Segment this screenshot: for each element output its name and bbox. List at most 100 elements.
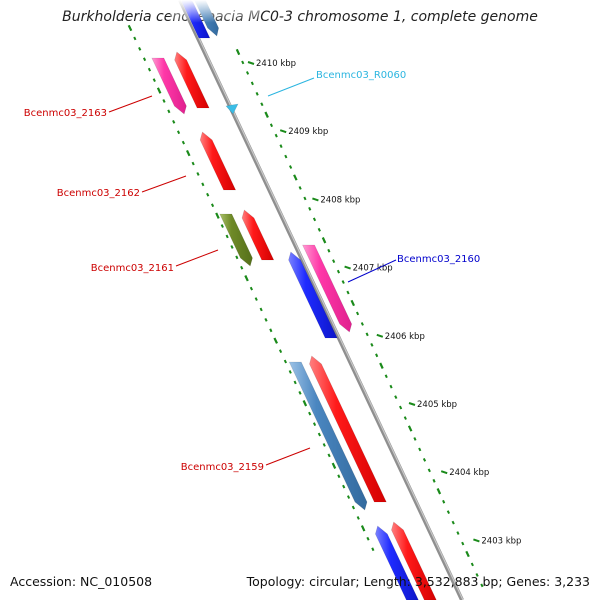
tick-mark [375,353,379,358]
steelblue-feature-2159-adjacent[interactable] [288,361,368,511]
tick-mark [210,203,215,208]
tick-mark [398,405,403,410]
scale-tick [408,402,416,406]
bottom-blue-feature[interactable] [375,525,419,600]
tick-mark [167,109,171,114]
tick-mark [317,432,322,437]
scale-label: 2407 kbp [353,264,393,274]
callout-line-r0060 [267,77,315,97]
bcenmc03-2161-feature[interactable] [219,213,253,267]
red-feature-2161-adjacent[interactable] [241,209,275,261]
tick-mark [254,297,258,301]
tick-mark [337,474,341,479]
tick-mark [220,224,224,228]
tick-mark [298,186,302,190]
tick-mark [371,547,375,552]
tick-mark [336,269,341,274]
tick-mark [470,562,474,567]
tick-mark [288,165,293,169]
gene-label-r0060[interactable]: Bcenmc03_R0060 [316,70,406,81]
tick-mark [350,299,355,307]
tick-mark [355,311,360,316]
tick-mark [293,380,297,385]
genome-backbone [178,0,464,600]
scale-tick [440,470,448,475]
scale-label: 2406 kbp [385,332,425,342]
tick-mark [241,60,245,65]
tick-mark [394,395,398,400]
tick-mark [274,133,278,138]
tick-mark [283,359,288,364]
red-feature-2163-adjacent[interactable] [174,51,210,109]
gene-label-2161[interactable]: Bcenmc03_2161 [91,263,174,274]
tick-mark [181,140,186,145]
tick-mark [206,192,210,197]
callout-line-2162 [141,175,187,193]
gene-label-2159[interactable]: Bcenmc03_2159 [181,462,264,473]
tick-mark [215,212,220,219]
tick-mark [201,182,205,187]
tick-mark [303,196,307,201]
tick-mark [341,280,345,284]
tick-mark [370,342,374,347]
scale-tick [312,197,319,202]
gene-label-2160[interactable]: Bcenmc03_2160 [397,254,480,265]
scale-label: 2408 kbp [320,195,360,205]
bcenmc03-2159-feature[interactable] [309,355,387,503]
gene-label-2162[interactable]: Bcenmc03_2162 [57,188,140,199]
tick-mark [366,536,370,541]
tick-mark [413,437,417,441]
tick-mark [293,174,298,181]
scale-label: 2403 kbp [481,536,521,546]
bcenmc03-2160-feature[interactable] [302,244,353,333]
tick-mark [346,495,351,499]
gene-label-2163[interactable]: Bcenmc03_2163 [24,108,107,119]
tick-mark [451,520,455,525]
tick-mark [244,275,249,282]
bottom-red-feature[interactable] [391,521,437,600]
tick-mark [465,550,470,558]
genome-backbone-highlight [180,0,464,600]
tick-mark [365,332,369,337]
tick-mark [446,510,451,515]
bcenmc03-2163-feature[interactable] [151,57,187,115]
tick-mark [249,286,254,291]
tick-mark [196,172,200,176]
scale-labels: 2410 kbp 2409 kbp 2408 kbp 2407 kbp 2406 kbp… [247,59,521,546]
tick-mark [152,78,156,83]
tick-mark [186,149,191,157]
tick-mark [147,67,152,72]
tick-mark [312,422,317,427]
scale-label: 2405 kbp [417,400,457,410]
tick-mark [176,130,181,135]
tick-mark [389,384,393,389]
callout-line-2160 [347,259,397,283]
tick-mark [142,57,147,62]
tick-mark [172,119,176,124]
tick-mark [278,349,283,354]
tick-mark [360,525,366,532]
tick-mark [138,46,142,51]
tick-mark [269,123,274,128]
blue-feature-2160-adjacent[interactable] [288,251,338,339]
tick-mark [259,307,263,312]
tick-mark [331,462,337,469]
tick-mark [436,488,442,495]
scale-label: 2410 kbp [256,59,296,69]
tick-mark [384,374,388,379]
tick-mark [162,99,166,103]
scale-tick [344,265,351,270]
tick-mark [461,541,465,546]
tick-mark [432,478,436,483]
tick-mark [156,87,162,94]
bcenmc03-2162-feature[interactable] [199,131,237,191]
tick-mark [342,484,346,489]
tick-mark [269,328,273,333]
scale-tick [279,129,287,134]
tick-mark [351,505,356,510]
tick-mark [456,531,460,535]
tick-mark [230,245,234,249]
bcenmc03-r0060-feature[interactable] [225,103,239,115]
top-fade [170,0,260,38]
